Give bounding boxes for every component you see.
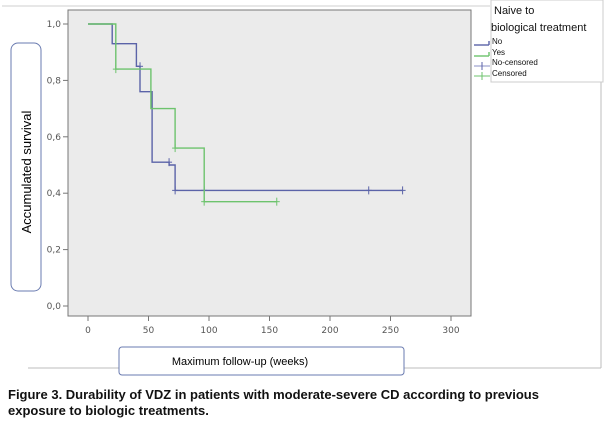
legend-item-no-censored: No-censored: [492, 58, 538, 67]
legend-item-yes: Yes: [492, 48, 505, 57]
y-tick-label: 0,6: [47, 133, 62, 143]
legend-item-censored: Censored: [492, 69, 527, 78]
x-tick-label: 50: [143, 326, 155, 336]
caption-line-1: Figure 3. Durability of VDZ in patients …: [8, 387, 539, 402]
plot-area: [67, 9, 472, 317]
figure-caption: Figure 3. Durability of VDZ in patients …: [8, 387, 598, 419]
legend-title-line1: Naive to: [494, 5, 534, 17]
y-axis-label-box: [10, 42, 42, 292]
legend-item-no: No: [492, 37, 503, 46]
x-axis-label-box: [118, 346, 405, 376]
x-tick-label: 250: [382, 326, 399, 336]
x-tick-label: 150: [261, 326, 278, 336]
x-tick-label: 300: [442, 326, 459, 336]
y-axis: 0,0 0,2 0,4 0,6 0,8 1,0: [47, 20, 68, 312]
series-layer: [88, 23, 406, 206]
series-line-yes: [88, 23, 277, 203]
y-tick-label: 0,2: [47, 246, 61, 256]
y-tick-label: 0,0: [47, 302, 62, 312]
x-axis: 0 50 100 150 200 250 300: [85, 316, 460, 336]
caption-line-2: exposure to biologic treatments.: [8, 403, 209, 418]
x-axis-label: Maximum follow-up (weeks): [172, 356, 308, 368]
x-tick-label: 200: [321, 326, 338, 336]
y-tick-label: 1,0: [47, 20, 62, 30]
legend-box: [490, 0, 604, 83]
x-tick-label: 0: [85, 326, 91, 336]
legend: Naive to biological treatment No Yes No-…: [474, 0, 604, 83]
legend-title-line2: biological treatment: [491, 22, 586, 34]
y-tick-label: 0,4: [47, 189, 62, 199]
y-tick-label: 0,8: [47, 76, 62, 86]
x-tick-label: 100: [200, 326, 217, 336]
y-axis-label: Accumulated survival: [19, 110, 34, 233]
